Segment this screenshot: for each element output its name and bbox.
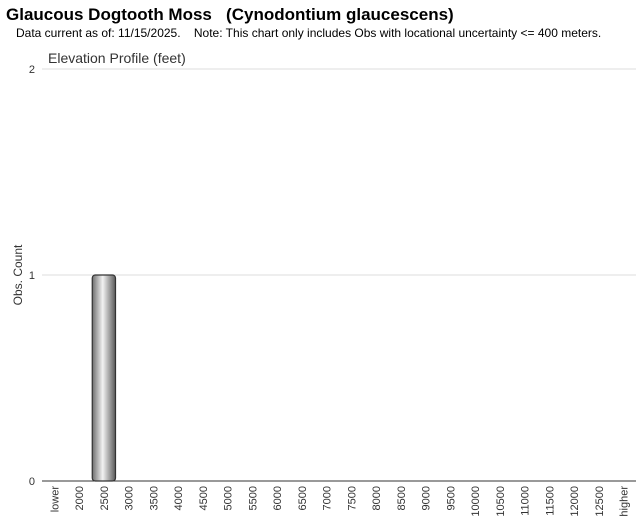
bar xyxy=(91,274,117,482)
x-tick-label: 5000 xyxy=(223,486,235,510)
x-tick-label: higher xyxy=(619,486,631,517)
y-tick-label: 0 xyxy=(29,476,35,488)
x-tick-label: 2000 xyxy=(74,486,86,510)
title: Glaucous Dogtooth Moss (Cynodontium glau… xyxy=(6,5,454,24)
x-tick-label: 9000 xyxy=(421,486,433,510)
x-tick-label: 7000 xyxy=(322,486,334,510)
x-tick-label: lower xyxy=(49,486,61,513)
x-tick-label: 6500 xyxy=(297,486,309,510)
x-tick-label: 11000 xyxy=(520,486,532,516)
x-tick-label: 11500 xyxy=(544,486,556,516)
x-tick-label: 10000 xyxy=(470,486,482,517)
x-tick-label: 7500 xyxy=(346,486,358,510)
y-axis-label: Obs. Count xyxy=(11,244,25,305)
x-tick-label: 5500 xyxy=(247,486,259,510)
y-tick-label: 1 xyxy=(29,270,35,282)
y-tick-label: 2 xyxy=(29,64,35,76)
x-tick-label: 6000 xyxy=(272,486,284,510)
subtitle: Data current as of: 11/15/2025. Note: Th… xyxy=(16,26,601,40)
x-tick-label: 2500 xyxy=(99,486,111,510)
x-tick-label: 12500 xyxy=(594,486,606,517)
x-tick-label: 3500 xyxy=(148,486,160,510)
x-tick-label: 12000 xyxy=(569,486,581,517)
x-tick-label: 4000 xyxy=(173,486,185,510)
x-tick-label: 4500 xyxy=(198,486,210,510)
x-tick-label: 10500 xyxy=(495,486,507,517)
chart-title: Elevation Profile (feet) xyxy=(48,50,186,66)
x-tick-label: 8500 xyxy=(396,486,408,510)
x-tick-label: 8000 xyxy=(371,486,383,510)
x-tick-label: 9500 xyxy=(445,486,457,510)
x-tick-label: 3000 xyxy=(124,486,136,510)
